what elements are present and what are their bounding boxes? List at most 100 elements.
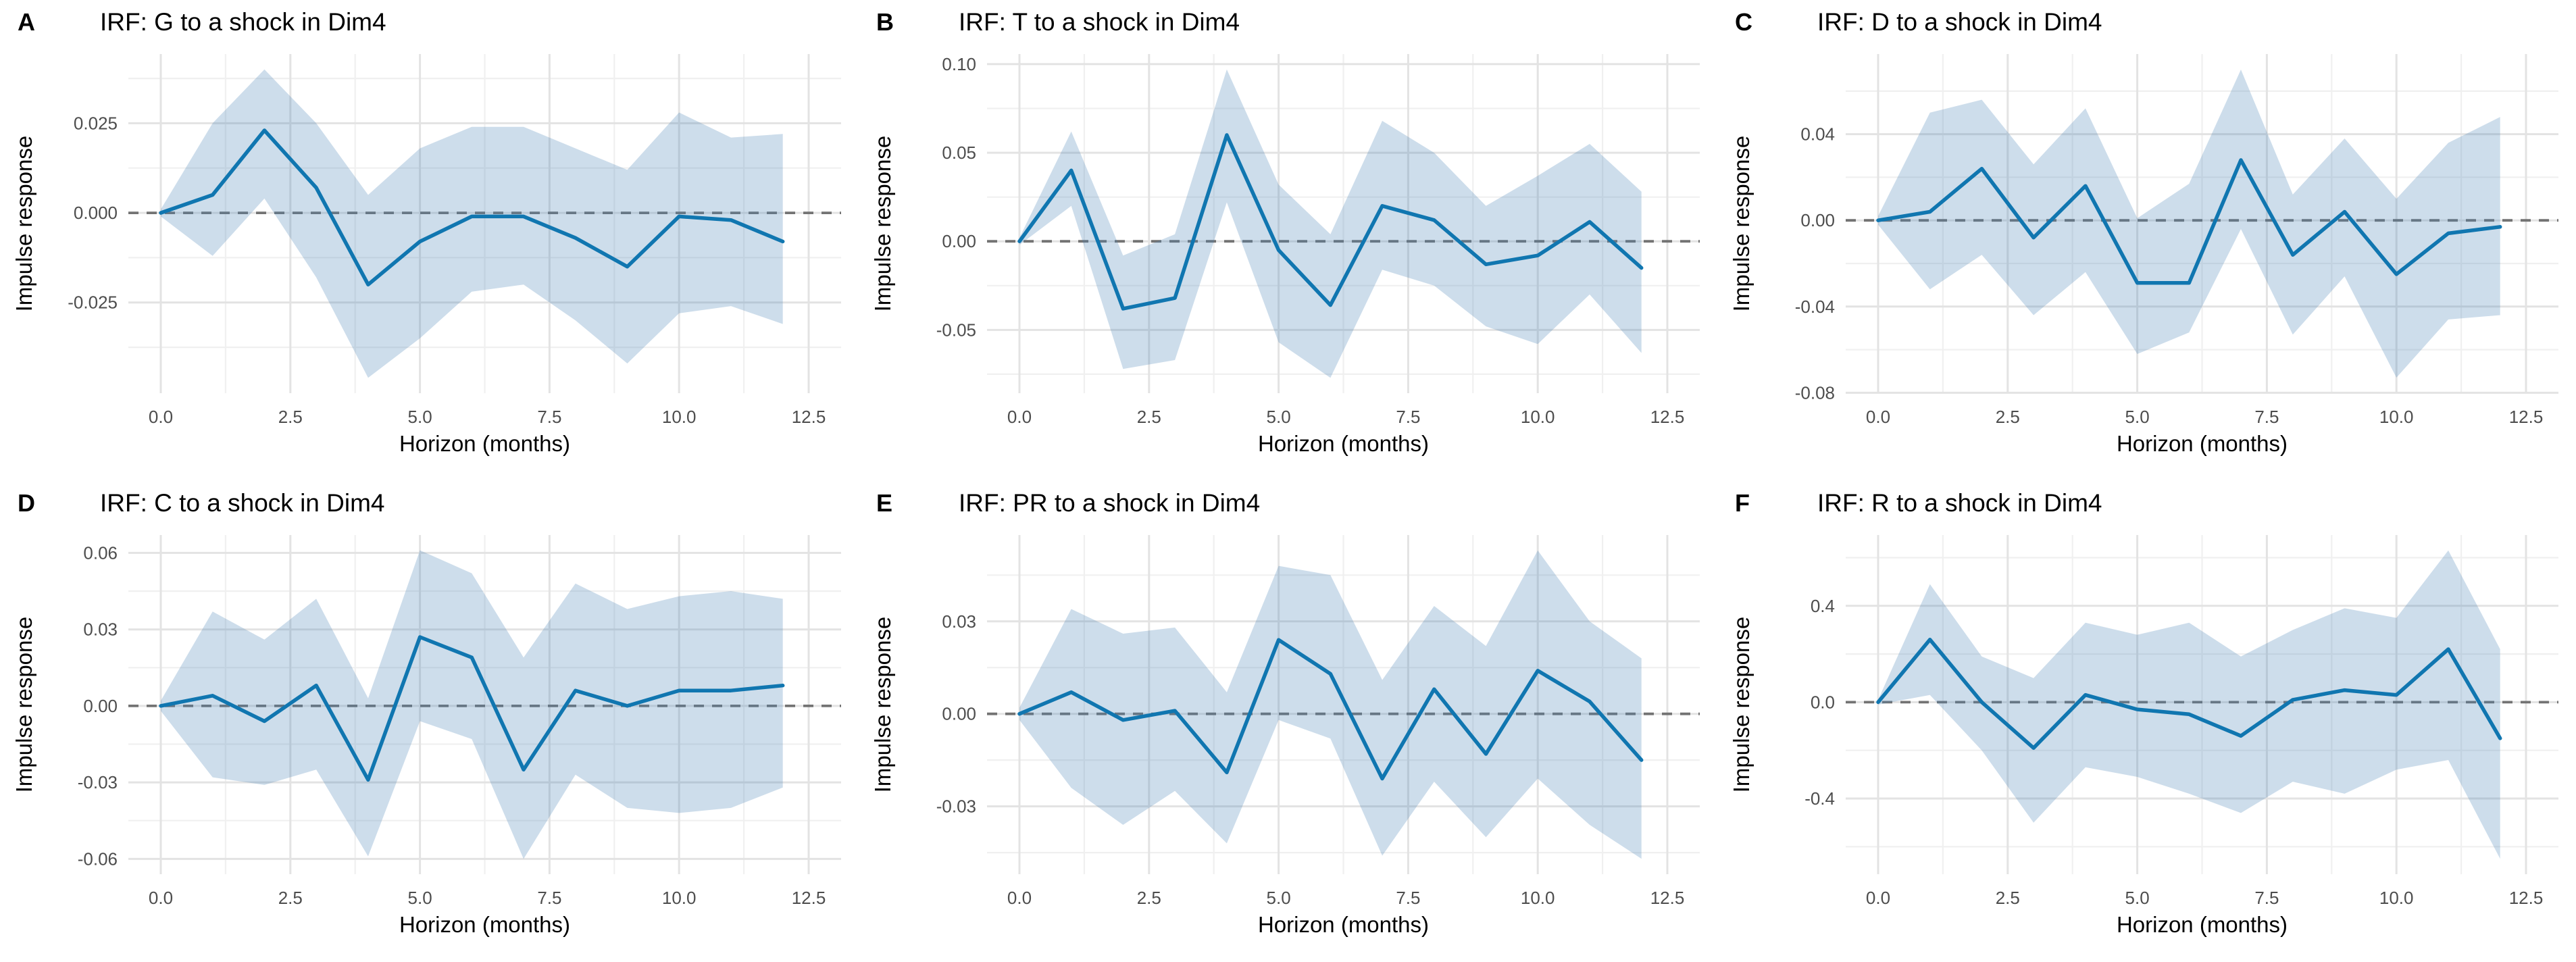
svg-text:0.06: 0.06 bbox=[83, 542, 118, 563]
irf-line bbox=[1876, 637, 2502, 750]
plot-canvas-b: 0.0 2.5 5.0 7.5 10.0 12.5 0.10 0.05 0.00 -0.05 bbox=[936, 54, 1700, 427]
svg-text:10.0: 10.0 bbox=[662, 407, 697, 427]
svg-text:12.5: 12.5 bbox=[1650, 407, 1685, 427]
svg-text:0.0: 0.0 bbox=[1866, 888, 1890, 908]
plot-canvas-a: 0.0 2.5 5.0 7.5 10.0 12.5 0.025 0.000 -0.025 bbox=[68, 54, 841, 427]
irf-panel-f: F IRF: R to a shock in Dim4 Impulse resp… bbox=[1717, 481, 2576, 962]
svg-text:5.0: 5.0 bbox=[408, 888, 432, 908]
svg-text:2.5: 2.5 bbox=[1137, 407, 1161, 427]
x-tick-labels: 0.0 2.5 5.0 7.5 10.0 12.5 bbox=[1007, 407, 1684, 427]
svg-text:0.00: 0.00 bbox=[1800, 210, 1835, 230]
svg-text:10.0: 10.0 bbox=[1521, 888, 1555, 908]
gridlines-major bbox=[128, 54, 841, 393]
svg-text:12.5: 12.5 bbox=[792, 407, 826, 427]
svg-text:5.0: 5.0 bbox=[2125, 888, 2150, 908]
svg-text:5.0: 5.0 bbox=[2125, 407, 2150, 427]
irf-line bbox=[159, 128, 785, 286]
svg-text:-0.08: -0.08 bbox=[1795, 382, 1835, 403]
x-axis-title-d: Horizon (months) bbox=[399, 912, 571, 937]
svg-text:2.5: 2.5 bbox=[278, 888, 303, 908]
gridlines-minor bbox=[1846, 54, 2558, 393]
svg-text:0.0: 0.0 bbox=[149, 888, 173, 908]
y-tick-labels: 0.10 0.05 0.00 -0.05 bbox=[936, 54, 976, 340]
svg-text:0.0: 0.0 bbox=[1866, 407, 1890, 427]
svg-text:0.10: 0.10 bbox=[942, 54, 976, 74]
confidence-band bbox=[161, 69, 783, 378]
svg-text:-0.04: -0.04 bbox=[1795, 297, 1835, 317]
confidence-band bbox=[1878, 550, 2500, 859]
gridlines-major bbox=[987, 54, 1700, 393]
x-tick-labels: 0.0 2.5 5.0 7.5 10.0 12.5 bbox=[149, 888, 826, 908]
svg-text:12.5: 12.5 bbox=[792, 888, 826, 908]
svg-text:2.5: 2.5 bbox=[1996, 407, 2020, 427]
svg-text:5.0: 5.0 bbox=[1267, 407, 1291, 427]
y-tick-labels: 0.025 0.000 -0.025 bbox=[68, 113, 118, 312]
plot-canvas-f: 0.0 2.5 5.0 7.5 10.0 12.5 0.4 0.0 -0.4 bbox=[1804, 535, 2558, 908]
plot-canvas-e: 0.0 2.5 5.0 7.5 10.0 12.5 0.03 0.00 -0.03 bbox=[936, 535, 1700, 908]
svg-text:0.0: 0.0 bbox=[1007, 407, 1032, 427]
panel-letter-a: A bbox=[18, 8, 35, 36]
irf-line bbox=[1017, 638, 1644, 781]
svg-text:10.0: 10.0 bbox=[662, 888, 697, 908]
irf-panel-d: D IRF: C to a shock in Dim4 Impulse resp… bbox=[0, 481, 859, 962]
panel-letter-f: F bbox=[1735, 489, 1750, 517]
panel-title-e: IRF: PR to a shock in Dim4 bbox=[959, 489, 1261, 517]
x-axis-title-f: Horizon (months) bbox=[2116, 912, 2288, 937]
irf-panel-e: E IRF: PR to a shock in Dim4 Impulse res… bbox=[859, 481, 1717, 962]
svg-text:0.00: 0.00 bbox=[942, 231, 976, 251]
svg-text:2.5: 2.5 bbox=[1137, 888, 1161, 908]
panel-letter-c: C bbox=[1735, 8, 1752, 36]
y-tick-labels: 0.4 0.0 -0.4 bbox=[1804, 596, 1835, 809]
irf-panel-b: B IRF: T to a shock in Dim4 Impulse resp… bbox=[859, 0, 1717, 481]
svg-text:5.0: 5.0 bbox=[408, 407, 432, 427]
panel-title-b: IRF: T to a shock in Dim4 bbox=[959, 8, 1240, 36]
svg-text:0.0: 0.0 bbox=[1811, 692, 1835, 712]
svg-text:-0.4: -0.4 bbox=[1804, 788, 1835, 809]
panel-letter-d: D bbox=[18, 489, 35, 517]
confidence-band bbox=[1019, 550, 1642, 859]
svg-text:7.5: 7.5 bbox=[537, 888, 561, 908]
y-tick-labels: 0.03 0.00 -0.03 bbox=[936, 611, 976, 817]
confidence-band bbox=[1878, 70, 2500, 378]
svg-text:7.5: 7.5 bbox=[1396, 407, 1420, 427]
plot-canvas-d: 0.0 2.5 5.0 7.5 10.0 12.5 0.06 0.03 0.00 -0.03 -0.… bbox=[78, 535, 841, 908]
svg-text:0.4: 0.4 bbox=[1811, 596, 1835, 616]
svg-text:0.0: 0.0 bbox=[149, 407, 173, 427]
confidence-band bbox=[161, 550, 783, 859]
confidence-band bbox=[1019, 69, 1642, 378]
x-tick-labels: 0.0 2.5 5.0 7.5 10.0 12.5 bbox=[1866, 888, 2543, 908]
y-tick-labels: 0.06 0.03 0.00 -0.03 -0.06 bbox=[78, 542, 118, 869]
svg-text:7.5: 7.5 bbox=[2254, 888, 2279, 908]
svg-text:0.025: 0.025 bbox=[74, 113, 118, 133]
svg-text:0.000: 0.000 bbox=[74, 203, 118, 223]
x-tick-labels: 0.0 2.5 5.0 7.5 10.0 12.5 bbox=[1007, 888, 1684, 908]
panel-letter-e: E bbox=[876, 489, 893, 517]
irf-panel-c: C IRF: D to a shock in Dim4 Impulse resp… bbox=[1717, 0, 2576, 481]
svg-text:0.05: 0.05 bbox=[942, 143, 976, 163]
svg-text:5.0: 5.0 bbox=[1267, 888, 1291, 908]
svg-text:2.5: 2.5 bbox=[278, 407, 303, 427]
x-axis-title-c: Horizon (months) bbox=[2116, 431, 2288, 456]
x-axis-title-a: Horizon (months) bbox=[399, 431, 571, 456]
svg-text:0.00: 0.00 bbox=[942, 704, 976, 724]
x-tick-labels: 0.0 2.5 5.0 7.5 10.0 12.5 bbox=[149, 407, 826, 427]
svg-text:7.5: 7.5 bbox=[1396, 888, 1420, 908]
irf-panel-a: A IRF: G to a shock in Dim4 Impulse resp… bbox=[0, 0, 859, 481]
svg-text:0.03: 0.03 bbox=[83, 619, 118, 640]
svg-text:7.5: 7.5 bbox=[537, 407, 561, 427]
svg-text:12.5: 12.5 bbox=[2509, 407, 2544, 427]
gridlines-minor bbox=[987, 535, 1700, 874]
svg-text:-0.025: -0.025 bbox=[68, 293, 118, 313]
x-axis-title-b: Horizon (months) bbox=[1257, 431, 1430, 456]
x-axis-title-e: Horizon (months) bbox=[1257, 912, 1430, 937]
panel-title-a: IRF: G to a shock in Dim4 bbox=[100, 8, 386, 36]
svg-text:12.5: 12.5 bbox=[2509, 888, 2544, 908]
svg-text:7.5: 7.5 bbox=[2254, 407, 2279, 427]
svg-text:10.0: 10.0 bbox=[1521, 407, 1555, 427]
x-tick-labels: 0.0 2.5 5.0 7.5 10.0 12.5 bbox=[1866, 407, 2543, 427]
panel-letter-b: B bbox=[876, 8, 894, 36]
irf-line bbox=[159, 635, 785, 782]
panel-title-c: IRF: D to a shock in Dim4 bbox=[1817, 8, 2102, 36]
svg-text:0.03: 0.03 bbox=[942, 611, 976, 632]
